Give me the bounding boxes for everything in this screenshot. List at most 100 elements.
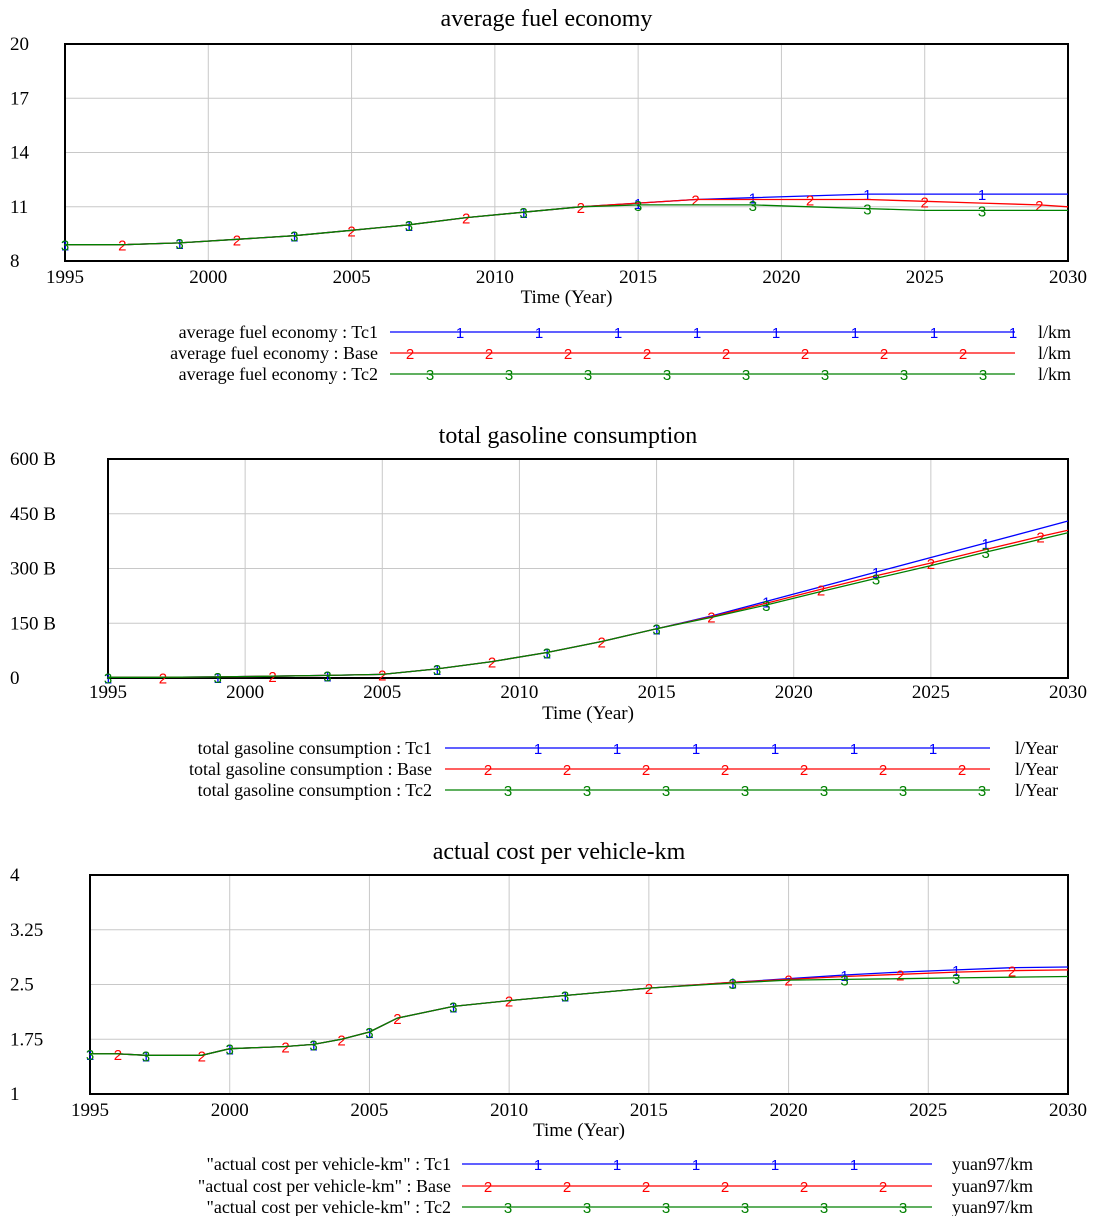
- series-marker-1: 1: [226, 1042, 234, 1059]
- series-marker-1: 1: [449, 999, 457, 1016]
- series-marker-1: 1: [214, 670, 222, 687]
- series-marker-3: 3: [840, 972, 848, 989]
- legend-marker-2: 2: [642, 762, 650, 779]
- legend-marker-3: 3: [820, 783, 828, 800]
- series-marker-2: 2: [347, 223, 355, 240]
- legend-label: total gasoline consumption : Tc1: [198, 738, 432, 758]
- series-marker-3: 3: [449, 999, 457, 1016]
- series-marker-2: 2: [707, 610, 715, 627]
- x-tick-label: 2020: [775, 682, 813, 703]
- series-line-2: [90, 969, 1069, 1056]
- series-marker-3: 3: [142, 1048, 150, 1065]
- series-marker-3: 3: [749, 198, 757, 215]
- legend-marker-3: 3: [583, 1200, 591, 1216]
- legend-marker-1: 1: [692, 1157, 700, 1174]
- legend-marker-1: 1: [692, 741, 700, 758]
- legend-marker-1: 1: [930, 325, 938, 342]
- legend-marker-2: 2: [721, 1179, 729, 1196]
- legend-marker-1: 1: [613, 1157, 621, 1174]
- series-marker-3: 3: [634, 198, 642, 215]
- legend-marker-1: 1: [693, 325, 701, 342]
- legend-marker-3: 3: [504, 783, 512, 800]
- series-marker-1: 1: [309, 1037, 317, 1054]
- x-tick-label: 2030: [1049, 267, 1087, 288]
- series-marker-3: 3: [405, 218, 413, 235]
- series-marker-2: 2: [598, 635, 606, 652]
- legend-unit: l/km: [1038, 364, 1071, 384]
- series-marker-3: 3: [433, 662, 441, 679]
- x-tick-label: 2000: [189, 267, 227, 288]
- legend-marker-1: 1: [534, 741, 542, 758]
- chart-1: average fuel economy 1995 2000 2005 2010 2015…: [10, 6, 1087, 384]
- legend-marker-3: 3: [505, 367, 513, 384]
- y-tick-label: 450 B: [10, 504, 56, 525]
- x-tick-label: 2005: [333, 267, 371, 288]
- legend-marker-1: 1: [850, 741, 858, 758]
- series-marker-2: 2: [806, 193, 814, 210]
- series-marker-2: 2: [784, 972, 792, 989]
- series-marker-1: 1: [290, 229, 298, 246]
- x-tick-label: 2010: [500, 682, 538, 703]
- series-marker-2: 2: [645, 981, 653, 998]
- legend-marker-3: 3: [899, 783, 907, 800]
- x-tick-label: 2005: [350, 1100, 388, 1121]
- x-tick-label: 2020: [762, 267, 800, 288]
- x-tick-label: 2025: [906, 267, 944, 288]
- x-tick-label: 1995: [89, 682, 127, 703]
- series-marker-1: 1: [543, 646, 551, 663]
- plot-frame: [89, 874, 1069, 1095]
- series-marker-2: 2: [488, 655, 496, 672]
- y-tick-label: 14: [10, 143, 30, 164]
- legend-marker-3: 3: [662, 1200, 670, 1216]
- x-tick-label: 2030: [1049, 682, 1087, 703]
- legend-label: "actual cost per vehicle-km" : Tc2: [206, 1197, 451, 1216]
- series-marker-1: 1: [982, 536, 990, 553]
- series-marker-3: 3: [309, 1037, 317, 1054]
- series-marker-2: 2: [281, 1040, 289, 1057]
- legend-marker-3: 3: [741, 1200, 749, 1216]
- legend-unit: yuan97/km: [952, 1154, 1033, 1174]
- series-marker-3: 3: [365, 1025, 373, 1042]
- legend-unit: l/Year: [1015, 759, 1058, 779]
- legend-unit: l/Year: [1015, 738, 1058, 758]
- series-marker-2: 2: [337, 1032, 345, 1049]
- legend-marker-2: 2: [959, 346, 967, 363]
- series-marker-2: 2: [691, 193, 699, 210]
- y-tick-label: 600 B: [10, 449, 56, 470]
- plot-frame: [107, 458, 1069, 679]
- series-marker-3: 3: [214, 670, 222, 687]
- legend-marker-2: 2: [485, 346, 493, 363]
- series-marker-2: 2: [577, 200, 585, 217]
- legend-marker-3: 3: [979, 367, 987, 384]
- series-marker-2: 2: [198, 1048, 206, 1065]
- y-tick-label: 8: [10, 251, 20, 272]
- legend-label: average fuel economy : Base: [170, 343, 378, 363]
- series-marker-3: 3: [652, 622, 660, 639]
- legend-marker-2: 2: [800, 1179, 808, 1196]
- legend-marker-2: 2: [564, 346, 572, 363]
- series-line-3: [90, 975, 1069, 1056]
- y-tick-label: 1: [10, 1084, 20, 1105]
- series-marker-1: 1: [561, 989, 569, 1006]
- x-tick-label: 1995: [71, 1100, 109, 1121]
- series-line-3: [65, 204, 1068, 246]
- series-marker-2: 2: [268, 669, 276, 686]
- series-marker-2: 2: [896, 967, 904, 984]
- legend-marker-3: 3: [899, 1200, 907, 1216]
- legend-unit: yuan97/km: [952, 1176, 1033, 1196]
- series-marker-1: 1: [729, 975, 737, 992]
- series-marker-1: 1: [61, 238, 69, 255]
- series-marker-1: 1: [175, 236, 183, 253]
- series-line-1: [108, 520, 1069, 678]
- series-marker-1: 1: [323, 668, 331, 685]
- legend-marker-3: 3: [662, 783, 670, 800]
- y-tick-label: 4: [10, 865, 20, 886]
- chart-title: average fuel economy: [441, 6, 653, 32]
- legend-marker-2: 2: [721, 762, 729, 779]
- legend-marker-2: 2: [880, 346, 888, 363]
- legend-marker-2: 2: [484, 762, 492, 779]
- gridlines: [65, 44, 1068, 261]
- series-marker-3: 3: [863, 202, 871, 219]
- series-marker-1: 1: [86, 1047, 94, 1064]
